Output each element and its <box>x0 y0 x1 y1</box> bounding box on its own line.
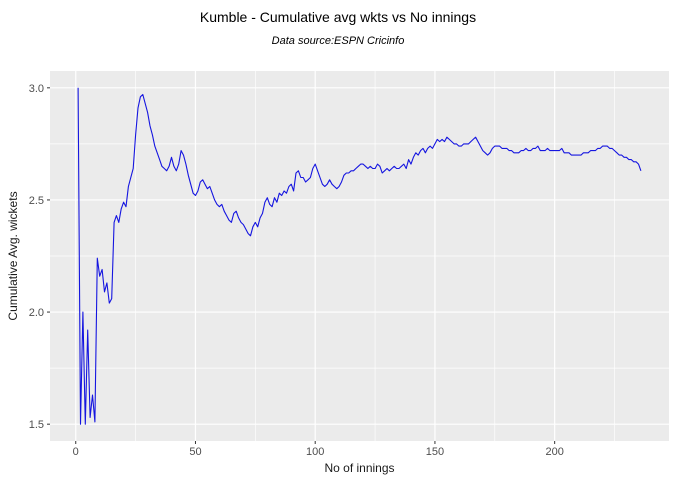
chart-subtitle: Data source:ESPN Cricinfo <box>271 35 405 47</box>
x-tick-label: 150 <box>426 446 444 458</box>
chart-title: Kumble - Cumulative avg wkts vs No innin… <box>199 9 477 25</box>
x-tick-label: 200 <box>545 446 563 458</box>
y-tick-label: 3.0 <box>29 83 44 95</box>
y-axis-title: Cumulative Avg. wickets <box>6 191 20 321</box>
y-tick-label: 1.5 <box>29 419 44 431</box>
series-line-cumulative-avg-wickets <box>77 87 642 425</box>
x-tick-label: 0 <box>73 446 79 458</box>
x-tick-label: 50 <box>189 446 201 458</box>
x-axis-title: No of innings <box>324 461 395 475</box>
y-tick-label: 2.0 <box>29 307 44 319</box>
y-tick-label: 2.5 <box>29 195 44 207</box>
x-tick-label: 100 <box>306 446 324 458</box>
